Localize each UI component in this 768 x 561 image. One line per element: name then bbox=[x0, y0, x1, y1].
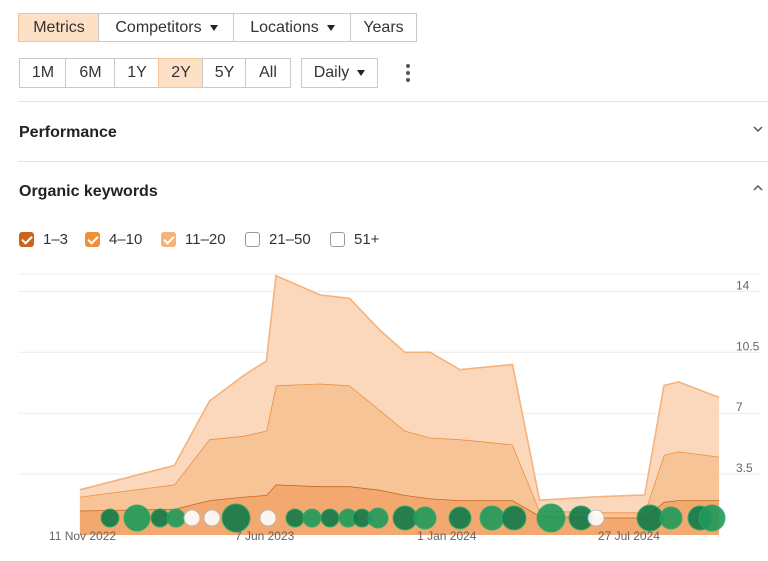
checkbox[interactable] bbox=[85, 231, 100, 247]
tab[interactable]: Metrics bbox=[18, 13, 100, 42]
event-marker bbox=[320, 508, 340, 528]
interval-dropdown-label: Daily bbox=[313, 64, 350, 81]
legend-item[interactable]: 4–10 bbox=[85, 229, 142, 249]
event-marker bbox=[392, 505, 418, 531]
interval-dropdown[interactable]: Daily bbox=[301, 58, 378, 88]
event-marker bbox=[221, 503, 251, 533]
legend-item[interactable]: 11–20 bbox=[161, 229, 226, 249]
tab-label: Competitors bbox=[115, 18, 202, 36]
event-marker bbox=[302, 508, 322, 528]
range-button[interactable]: 1M bbox=[19, 58, 67, 88]
range-button[interactable]: 5Y bbox=[202, 58, 247, 88]
checkbox[interactable] bbox=[245, 231, 260, 247]
dropdown-arrow bbox=[357, 70, 366, 76]
range-button[interactable]: 6M bbox=[65, 58, 116, 88]
legend-item[interactable]: 1–3 bbox=[19, 229, 68, 249]
legend-label: 51+ bbox=[354, 230, 380, 248]
legend-item[interactable]: 21–50 bbox=[245, 229, 311, 249]
tab-label: Years bbox=[363, 18, 404, 36]
x-tick-label: 11 Nov 2022 bbox=[49, 529, 116, 543]
divider bbox=[18, 101, 768, 102]
chevron-down[interactable] bbox=[752, 125, 764, 135]
range-button[interactable]: 2Y bbox=[158, 58, 204, 88]
legend-label: 11–20 bbox=[185, 230, 226, 248]
event-marker bbox=[123, 504, 151, 532]
event-marker bbox=[285, 508, 305, 528]
tab-label: Metrics bbox=[33, 18, 85, 36]
event-marker bbox=[367, 507, 389, 529]
y-tick-label: 10.5 bbox=[736, 339, 760, 353]
dropdown-arrow bbox=[326, 24, 335, 31]
y-tick-label: 3.5 bbox=[736, 461, 753, 475]
chevron-up[interactable] bbox=[752, 182, 764, 192]
event-marker bbox=[659, 506, 683, 530]
tab[interactable]: Locations bbox=[233, 13, 352, 42]
range-button-label: 5Y bbox=[214, 64, 235, 81]
legend-label: 1–3 bbox=[43, 230, 69, 248]
range-button[interactable]: 1Y bbox=[114, 58, 160, 88]
y-tick-label: 7 bbox=[736, 400, 743, 414]
event-marker bbox=[479, 505, 505, 531]
event-marker bbox=[166, 508, 186, 528]
legend-label: 21–50 bbox=[269, 230, 311, 248]
range-button-label: 1Y bbox=[127, 64, 147, 81]
legend-label: 4–10 bbox=[109, 230, 143, 248]
event-marker bbox=[587, 509, 605, 527]
range-button-label: 6M bbox=[79, 64, 102, 81]
divider bbox=[18, 161, 768, 162]
event-marker bbox=[203, 509, 221, 527]
tab-label: Locations bbox=[250, 18, 319, 36]
tab[interactable]: Years bbox=[350, 13, 417, 42]
event-marker bbox=[259, 509, 277, 527]
area bbox=[79, 383, 720, 518]
range-button-label: 2Y bbox=[171, 64, 191, 81]
checkbox[interactable] bbox=[19, 231, 34, 247]
x-tick-label: 7 Jun 2023 bbox=[235, 529, 295, 543]
legend-item[interactable]: 51+ bbox=[330, 229, 379, 249]
event-marker bbox=[413, 506, 437, 530]
range-button-label: All bbox=[259, 64, 277, 81]
section-title[interactable]: Performance bbox=[19, 124, 117, 141]
y-tick-label: 14 bbox=[736, 278, 750, 292]
area bbox=[79, 275, 720, 513]
event-marker bbox=[100, 508, 120, 528]
tab[interactable]: Competitors bbox=[98, 13, 235, 42]
checkbox[interactable] bbox=[330, 231, 345, 247]
range-button-label: 1M bbox=[31, 64, 55, 81]
event-marker bbox=[636, 504, 664, 532]
event-marker bbox=[501, 505, 527, 531]
event-marker bbox=[536, 503, 566, 533]
range-button[interactable]: All bbox=[245, 58, 291, 88]
event-marker bbox=[150, 508, 170, 528]
section-title[interactable]: Organic keywords bbox=[19, 183, 158, 200]
event-marker bbox=[448, 506, 472, 530]
event-marker bbox=[183, 509, 201, 527]
area-line bbox=[79, 274, 720, 502]
checkbox[interactable] bbox=[161, 231, 176, 247]
x-tick-label: 1 Jan 2024 bbox=[417, 529, 477, 543]
more-menu[interactable] bbox=[402, 62, 414, 84]
x-tick-label: 27 Jul 2024 bbox=[598, 529, 660, 543]
chart: 3.5 7 10.5 14 11 Nov 2022 7 Jun 2023 1 Jan 202… bbox=[18, 273, 760, 543]
dropdown-arrow bbox=[209, 24, 218, 31]
event-marker bbox=[698, 504, 726, 532]
